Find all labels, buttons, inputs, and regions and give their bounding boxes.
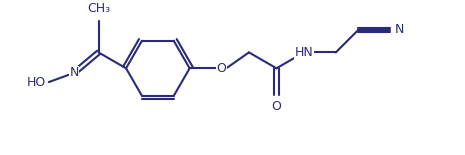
Text: N: N xyxy=(395,23,404,36)
Text: CH₃: CH₃ xyxy=(87,2,110,15)
Text: O: O xyxy=(217,62,226,75)
Text: HN: HN xyxy=(295,46,313,59)
Text: N: N xyxy=(69,66,79,79)
Text: HO: HO xyxy=(27,76,46,89)
Text: O: O xyxy=(272,100,281,113)
